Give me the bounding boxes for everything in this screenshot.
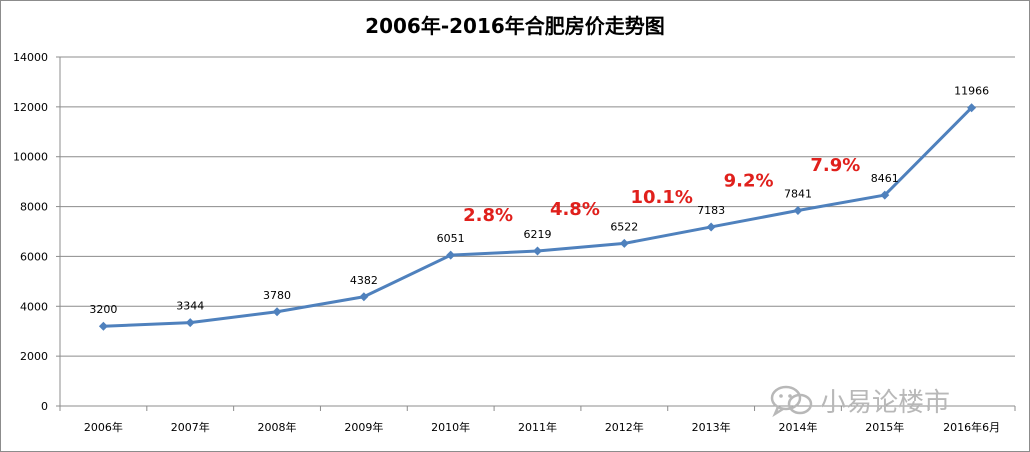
x-tick-label: 2010年 — [431, 420, 470, 434]
growth-annotation: 2.8% — [463, 205, 513, 226]
watermark: 小易论楼市 — [770, 382, 950, 419]
x-tick-label: 2011年 — [518, 420, 557, 434]
y-tick-label: 0 — [41, 400, 48, 413]
data-label: 3780 — [263, 289, 291, 302]
data-point — [706, 222, 716, 232]
data-label: 6522 — [610, 220, 638, 233]
growth-annotation: 10.1% — [631, 187, 693, 208]
x-tick-label: 2013年 — [692, 420, 731, 434]
data-point — [446, 250, 456, 260]
data-label: 3200 — [89, 303, 117, 316]
data-point — [359, 292, 369, 302]
data-label: 7183 — [697, 204, 725, 217]
data-label: 11966 — [954, 85, 989, 98]
data-point — [98, 321, 108, 331]
data-label: 8461 — [871, 172, 899, 185]
data-point — [185, 318, 195, 328]
y-tick-label: 2000 — [20, 350, 48, 363]
data-point — [533, 246, 542, 256]
data-label: 7841 — [784, 188, 812, 201]
chart-title: 2006年-2016年合肥房价走势图 — [365, 14, 665, 38]
x-tick-label: 2007年 — [171, 420, 210, 434]
x-tick-label: 2014年 — [778, 420, 817, 434]
x-tick-label: 2006年 — [84, 420, 123, 434]
data-point — [272, 307, 282, 317]
wechat-icon — [770, 385, 813, 417]
y-tick-label: 6000 — [20, 250, 48, 263]
y-tick-label: 8000 — [20, 201, 48, 214]
y-tick-label: 4000 — [20, 300, 48, 313]
data-label: 3344 — [176, 300, 204, 313]
y-tick-label: 14000 — [13, 51, 48, 64]
x-tick-label: 2008年 — [258, 420, 297, 434]
data-point — [793, 206, 803, 216]
y-tick-label: 12000 — [13, 101, 48, 114]
x-tick-label: 2012年 — [605, 420, 644, 434]
x-tick-label: 2016年6月 — [943, 420, 1000, 434]
data-label: 6219 — [524, 228, 552, 241]
growth-annotation: 7.9% — [810, 155, 860, 176]
data-point — [619, 238, 629, 248]
series-line — [103, 106, 973, 328]
data-label: 6051 — [437, 232, 465, 245]
data-label: 4382 — [350, 274, 378, 287]
watermark-text: 小易论楼市 — [820, 388, 951, 418]
x-tick-label: 2015年 — [865, 420, 904, 434]
x-tick-label: 2009年 — [344, 420, 383, 434]
y-tick-label: 10000 — [13, 151, 48, 164]
data-point — [967, 103, 977, 113]
growth-annotation: 4.8% — [550, 199, 600, 220]
data-point — [880, 190, 890, 200]
growth-annotation: 9.2% — [724, 171, 774, 192]
